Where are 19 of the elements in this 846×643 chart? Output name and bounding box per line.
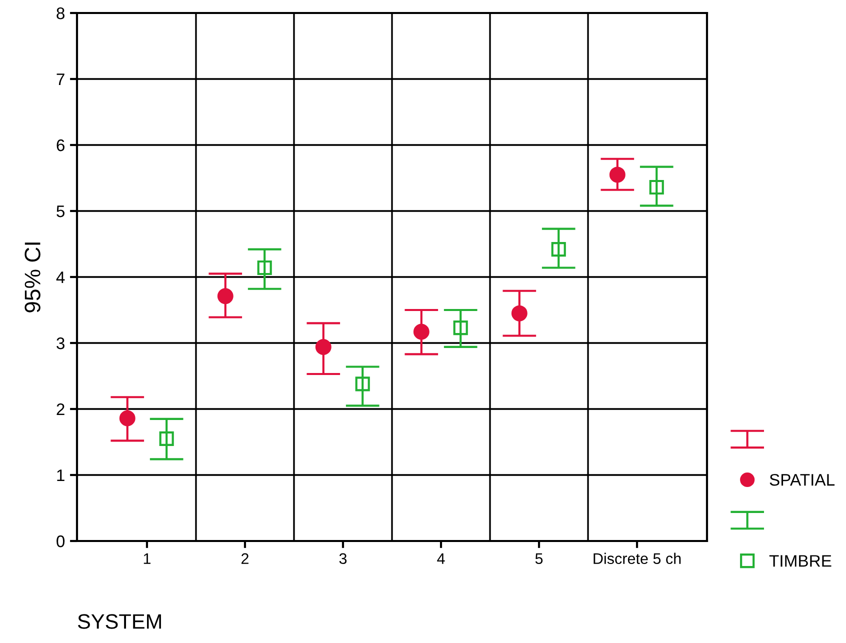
y-tick-label: 1 [57, 470, 64, 482]
x-tick-label: 5 [535, 553, 543, 564]
legend-label: SPATIAL [770, 474, 835, 486]
y-tick-label: 4 [56, 272, 65, 284]
x-tick-label: 3 [339, 553, 347, 564]
y-tick-label: 3 [56, 337, 64, 350]
x-tick-label: 2 [242, 553, 248, 564]
x-tick-label: 4 [437, 553, 445, 564]
y-axis-title: 95% CI [24, 242, 40, 312]
y-tick-label: 0 [56, 535, 65, 548]
y-tick-label: 7 [56, 74, 64, 86]
x-axis-title: SYSTEM [78, 614, 161, 629]
y-tick-label: 6 [56, 139, 64, 152]
y-tick-label: 8 [56, 7, 64, 20]
x-tick-label: 1 [144, 553, 150, 564]
legend-label: TIMBRE [769, 555, 832, 567]
y-tick-label: 5 [56, 206, 64, 218]
y-tick-label: 2 [56, 403, 64, 416]
x-tick-label: Discrete 5 ch [594, 552, 681, 564]
